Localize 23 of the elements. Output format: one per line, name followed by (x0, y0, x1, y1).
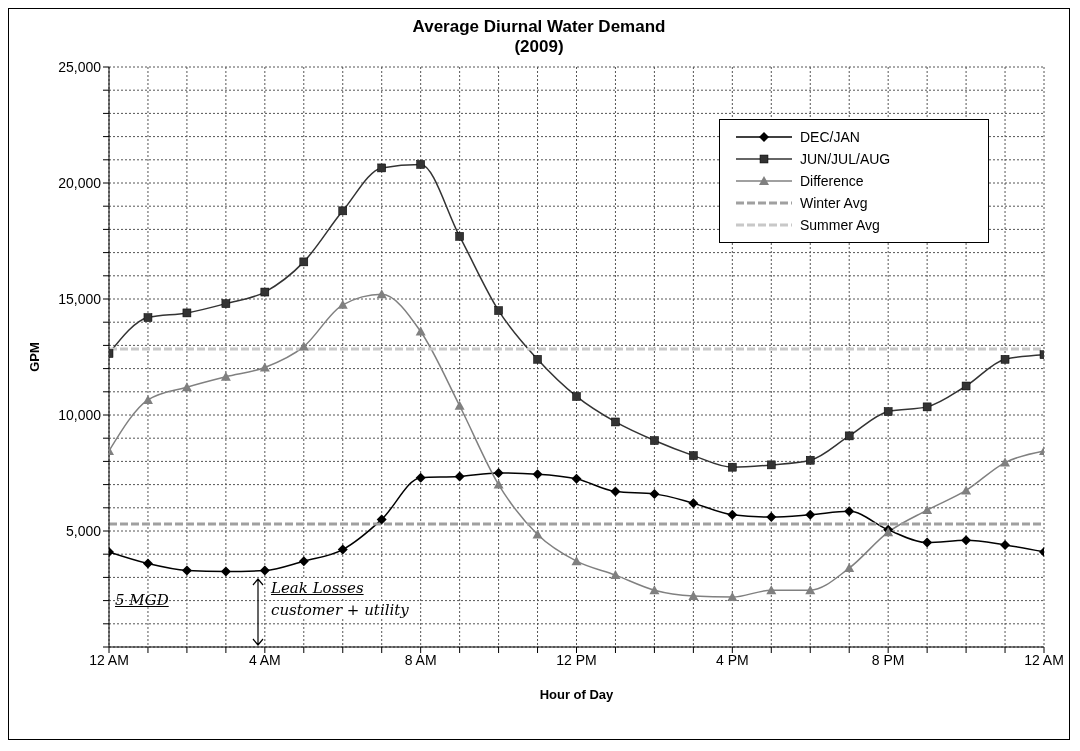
x-tick-label: 4 AM (248, 651, 281, 668)
y-tick-label: 5,000 (65, 522, 102, 539)
x-axis-title: Hour of Day (539, 687, 615, 702)
legend-label: Summer Avg (800, 217, 880, 233)
annotation: Leak Losses (271, 579, 364, 597)
x-tick-label: 8 AM (404, 651, 437, 668)
y-tick-label: 15,000 (58, 290, 102, 307)
x-tick-label: 4 PM (715, 651, 749, 668)
y-tick-label: 20,000 (58, 174, 102, 191)
x-tick-label: 12 PM (556, 651, 597, 668)
chart-title: Average Diurnal Water Demand (2009) (411, 17, 667, 57)
legend-label: JUN/JUL/AUG (800, 151, 891, 167)
x-tick-label: 12 AM (1024, 651, 1064, 668)
legend-label: Winter Avg (800, 195, 868, 211)
annotation: 5 MGD (115, 591, 169, 609)
legend-label: Difference (800, 173, 864, 189)
legend-label: DEC/JAN (800, 129, 860, 145)
x-tick-label: 12 AM (89, 651, 129, 668)
y-tick-label: 25,000 (58, 58, 102, 75)
y-axis-title: GPM (26, 342, 42, 372)
annotation: customer + utility (271, 601, 409, 619)
y-tick-label: 10,000 (58, 406, 102, 423)
x-tick-label: 8 PM (871, 651, 905, 668)
